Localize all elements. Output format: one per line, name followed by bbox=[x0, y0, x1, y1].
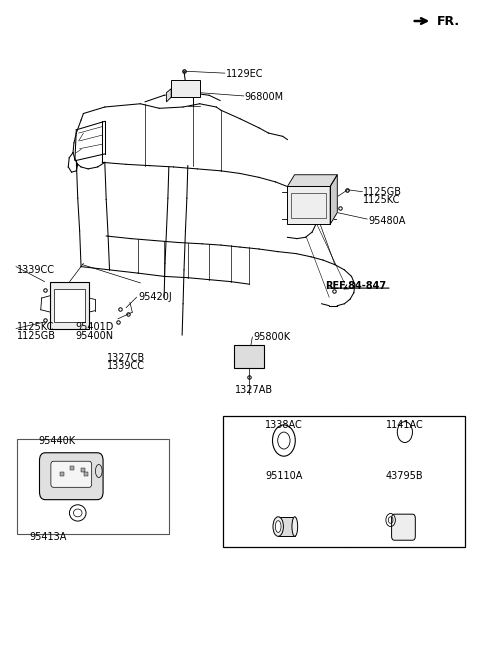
FancyBboxPatch shape bbox=[39, 453, 103, 500]
Ellipse shape bbox=[276, 521, 281, 532]
Text: 1327AB: 1327AB bbox=[235, 386, 274, 396]
Text: 96800M: 96800M bbox=[245, 92, 284, 102]
Polygon shape bbox=[167, 89, 171, 102]
Text: 1327CB: 1327CB bbox=[107, 353, 145, 363]
Text: 95420J: 95420J bbox=[138, 292, 172, 302]
Text: 1338AC: 1338AC bbox=[265, 420, 303, 430]
Text: FR.: FR. bbox=[437, 14, 460, 28]
Bar bbox=[223, 417, 466, 547]
Text: 1125GB: 1125GB bbox=[17, 330, 56, 341]
Ellipse shape bbox=[292, 517, 298, 536]
Bar bbox=[288, 187, 330, 224]
Ellipse shape bbox=[273, 517, 283, 536]
FancyBboxPatch shape bbox=[171, 80, 200, 97]
Text: 95401D: 95401D bbox=[75, 322, 113, 332]
Text: 1125GB: 1125GB bbox=[363, 187, 402, 196]
Text: 95400N: 95400N bbox=[75, 330, 113, 341]
Text: 95800K: 95800K bbox=[253, 332, 290, 342]
Text: 1129EC: 1129EC bbox=[226, 70, 263, 79]
Bar bbox=[17, 440, 169, 533]
Bar bbox=[278, 517, 295, 536]
Bar bbox=[50, 282, 89, 328]
Bar bbox=[291, 193, 326, 217]
Text: 1125KC: 1125KC bbox=[363, 195, 401, 205]
Text: 95440K: 95440K bbox=[38, 436, 75, 445]
FancyBboxPatch shape bbox=[51, 461, 92, 487]
Text: 1141AC: 1141AC bbox=[386, 420, 424, 430]
Bar bbox=[54, 290, 85, 322]
Text: 1125KC: 1125KC bbox=[17, 322, 54, 332]
Polygon shape bbox=[330, 175, 337, 224]
Text: REF.84-847: REF.84-847 bbox=[325, 281, 386, 291]
Text: 95480A: 95480A bbox=[368, 216, 406, 226]
Polygon shape bbox=[288, 175, 337, 187]
Text: 1339CC: 1339CC bbox=[17, 265, 55, 275]
Text: 95413A: 95413A bbox=[29, 532, 67, 542]
Text: 43795B: 43795B bbox=[386, 470, 424, 481]
Text: 1339CC: 1339CC bbox=[107, 361, 145, 371]
FancyBboxPatch shape bbox=[392, 514, 415, 540]
FancyBboxPatch shape bbox=[234, 345, 264, 367]
Text: 95110A: 95110A bbox=[265, 470, 302, 481]
